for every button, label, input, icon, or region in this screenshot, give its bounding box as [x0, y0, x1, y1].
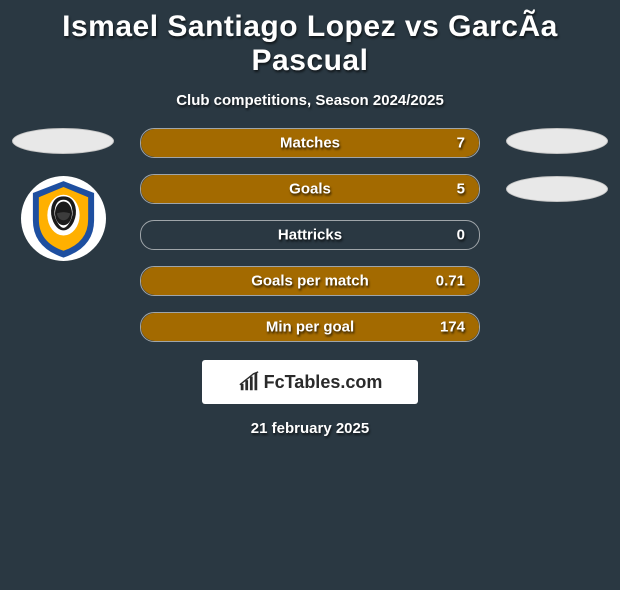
- left-player-avatar-placeholder: [12, 128, 114, 154]
- stat-row-hattricks: Hattricks 0: [140, 220, 480, 250]
- stat-row-goals-per-match: Goals per match 0.71: [140, 266, 480, 296]
- stat-label: Goals per match: [141, 273, 479, 290]
- stat-value: 0: [457, 227, 465, 244]
- left-player-column: [8, 128, 118, 261]
- hercules-badge-icon: [21, 176, 106, 261]
- stat-value: 174: [440, 319, 465, 336]
- subtitle: Club competitions, Season 2024/2025: [0, 92, 620, 109]
- stat-value: 7: [457, 135, 465, 152]
- stats-bars: Matches 7 Goals 5 Hattricks 0 Goals per …: [140, 128, 480, 358]
- stat-row-matches: Matches 7: [140, 128, 480, 158]
- stat-value: 0.71: [436, 273, 465, 290]
- stat-label: Hattricks: [141, 227, 479, 244]
- brand-box: FcTables.com: [202, 360, 418, 404]
- right-player-column: [502, 128, 612, 224]
- date-text: 21 february 2025: [0, 420, 620, 437]
- stat-row-min-per-goal: Min per goal 174: [140, 312, 480, 342]
- brand-text: FcTables.com: [264, 372, 383, 393]
- right-player-club-placeholder: [506, 176, 608, 202]
- page-title: Ismael Santiago Lopez vs GarcÃa Pascual: [0, 10, 620, 78]
- stat-value: 5: [457, 181, 465, 198]
- left-player-club-logo: [21, 176, 106, 261]
- chart-bars-icon: [238, 371, 260, 393]
- stat-label: Goals: [141, 181, 479, 198]
- right-player-avatar-placeholder: [506, 128, 608, 154]
- stat-label: Matches: [141, 135, 479, 152]
- stat-label: Min per goal: [141, 319, 479, 336]
- stat-row-goals: Goals 5: [140, 174, 480, 204]
